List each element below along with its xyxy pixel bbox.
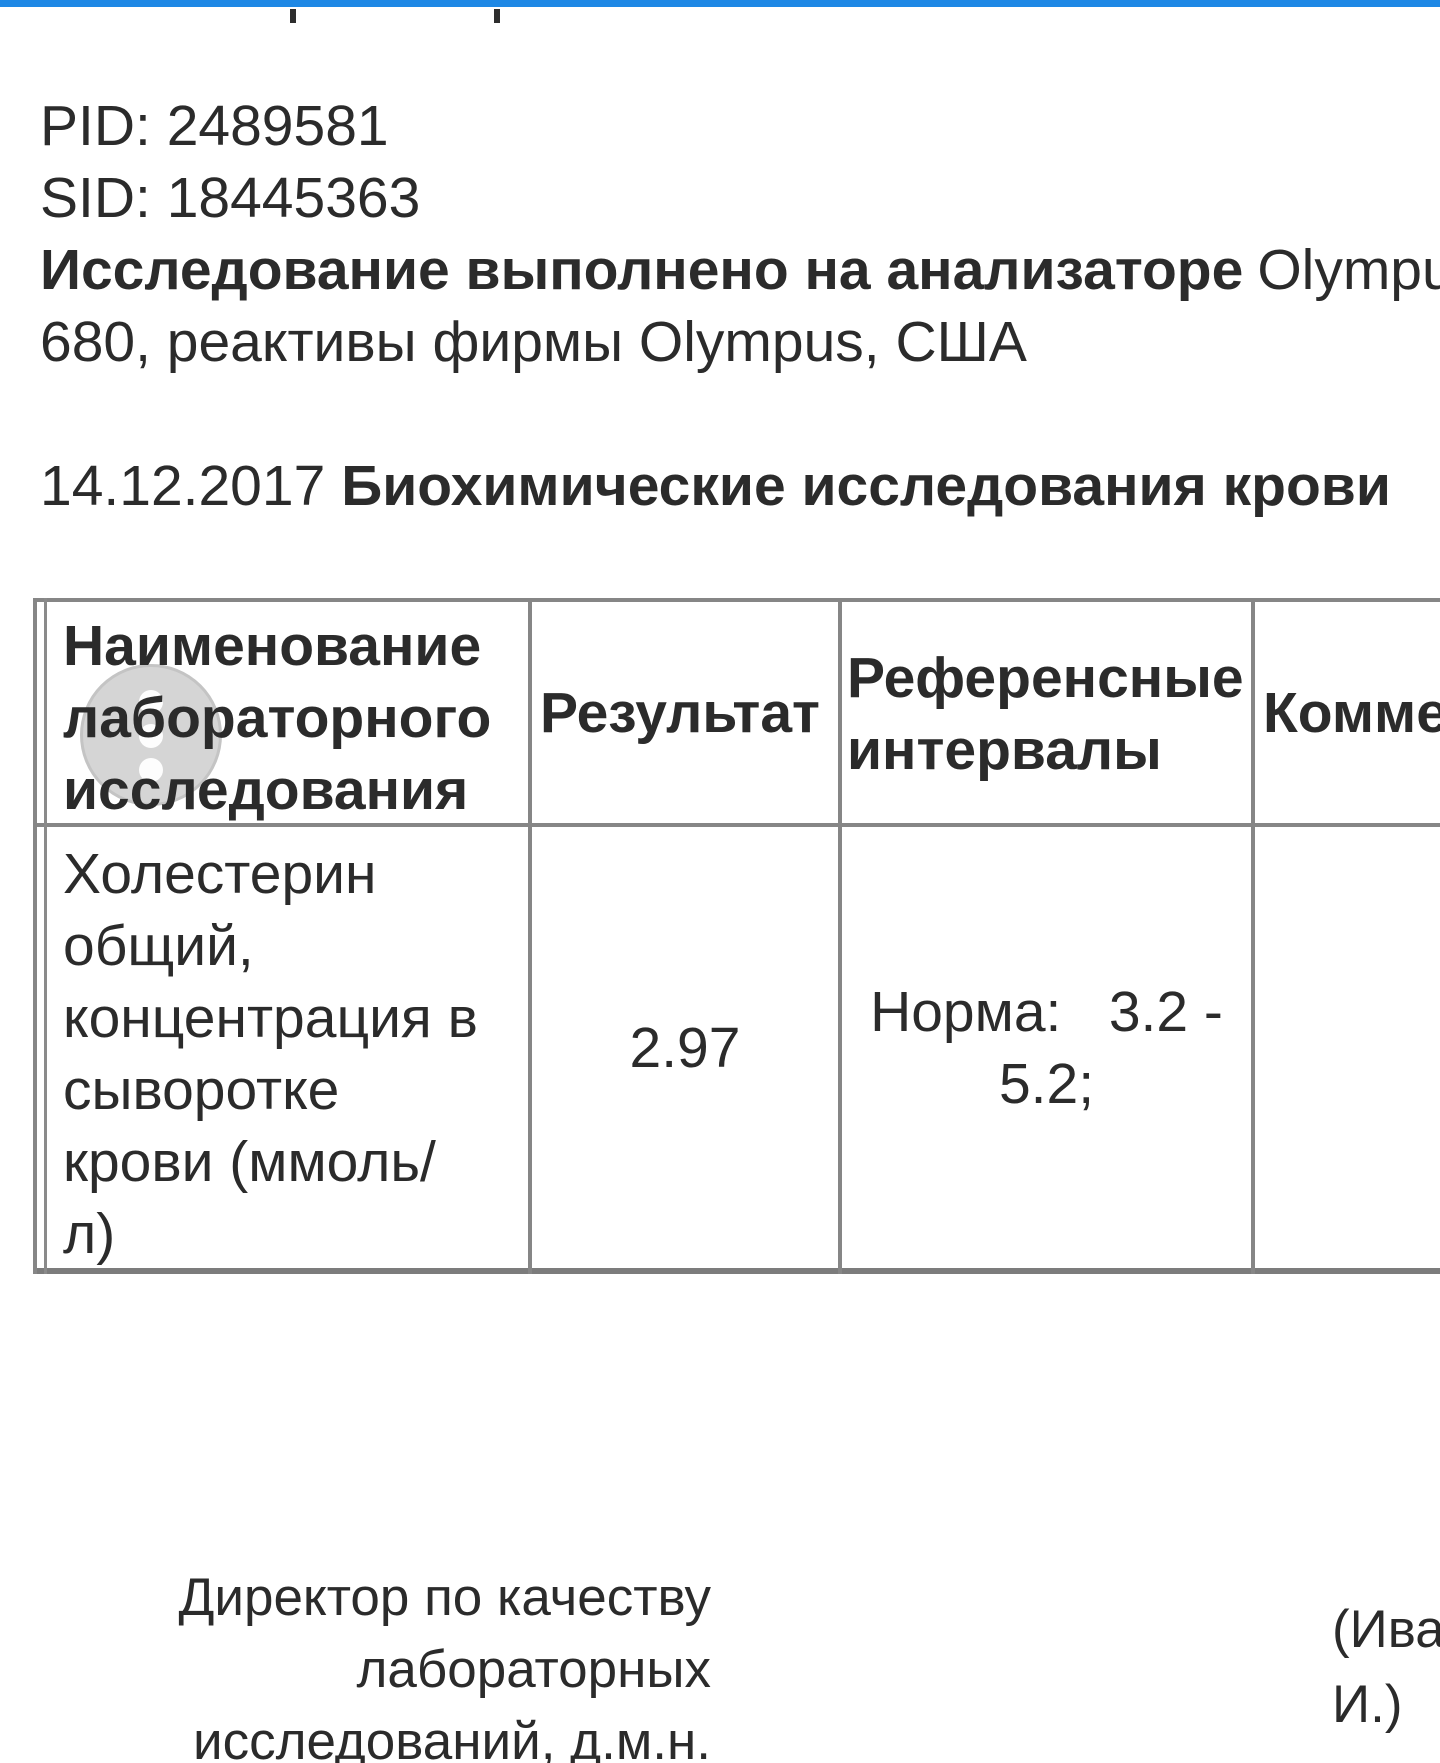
header-comment-label: Комментарий — [1263, 681, 1440, 745]
pid-line: PID: 2489581 — [40, 94, 389, 158]
status-bar — [0, 0, 1440, 7]
header-cell-comment: Комментарий — [1263, 677, 1440, 749]
header-name-line: исследования — [63, 758, 469, 822]
table-border-col3 — [1251, 598, 1255, 1274]
table-border-bottom — [33, 1268, 1440, 1274]
header-name-line: лабораторного — [63, 686, 492, 750]
clipped-text-fragment — [290, 9, 296, 23]
header-result-label: Результат — [540, 681, 820, 745]
test-name-line: крови (ммоль/ — [63, 1130, 436, 1194]
signatory-title-line: Директор по качеству — [178, 1568, 711, 1627]
analyzer-line-1: Исследование выполнено на анализаторе Oly… — [40, 234, 1440, 306]
header-reference-line: Референсные — [847, 646, 1244, 710]
row-cell-comment — [1263, 1012, 1440, 1084]
row-cell-reference-interval: Норма: 3.2 - 5.2; — [842, 976, 1251, 1120]
table-border-top — [33, 598, 1440, 602]
signatory-name-line: И.) — [1332, 1675, 1403, 1734]
report-title-line: 14.12.2017 Биохимические исследования кро… — [40, 450, 1440, 522]
signatory-title-line: лабораторных — [356, 1640, 711, 1699]
test-name-line: Холестерин — [63, 842, 377, 906]
row-cell-test-name: Холестерин общий, концентрация в сыворот… — [63, 838, 478, 1270]
sid-line: SID: 18445363 — [40, 166, 421, 230]
handle-dot-icon — [139, 690, 163, 714]
test-name-line: концентрация в — [63, 986, 478, 1050]
signatory-title-block: Директор по качеству лабораторных исслед… — [0, 1562, 711, 1763]
report-date: 14.12.2017 — [40, 454, 326, 518]
signatory-name-line: (Ива — [1332, 1600, 1440, 1659]
table-border-col1 — [528, 598, 532, 1274]
test-name-line: общий, — [63, 914, 254, 978]
report-title: Биохимические исследования крови — [341, 454, 1391, 518]
analyzer-label: Исследование выполнено на анализаторе — [40, 238, 1244, 302]
header-cell-name: Наименование лабораторного исследования — [63, 610, 491, 826]
clipped-text-fragment — [494, 9, 500, 23]
handle-dot-icon — [139, 724, 163, 748]
table-border-left-inner — [44, 598, 47, 1274]
floating-scroll-handle[interactable] — [80, 664, 222, 806]
test-name-line: сыворотке — [63, 1058, 340, 1122]
test-name-line: л) — [63, 1202, 116, 1266]
signatory-name-block: (Ива И.) — [1332, 1592, 1440, 1742]
table-border-header-bottom — [33, 823, 1440, 827]
table-border-col2 — [838, 598, 842, 1274]
table-border-left — [33, 598, 37, 1274]
signatory-title-line: исследований, д.м.н. — [192, 1712, 711, 1763]
header-reference-line: интервалы — [847, 718, 1162, 782]
row-cell-result-value: 2.97 — [532, 1012, 838, 1084]
report-id-block: PID: 2489581 SID: 18445363 Исследование … — [40, 90, 1440, 378]
reference-interval-line: 5.2; — [998, 1052, 1095, 1116]
reference-interval-line: Норма: 3.2 - — [870, 980, 1223, 1044]
analyzer-line-2: 680, реактивы фирмы Olympus, США — [40, 310, 1027, 374]
handle-dot-icon — [139, 758, 163, 782]
header-cell-reference: Референсные интервалы — [847, 642, 1244, 786]
comment-value — [1263, 1012, 1440, 1084]
result-value: 2.97 — [629, 1016, 741, 1080]
header-name-line: Наименование — [63, 614, 482, 678]
header-cell-result: Результат — [540, 677, 820, 749]
analyzer-value: Olympus — [1257, 238, 1440, 302]
